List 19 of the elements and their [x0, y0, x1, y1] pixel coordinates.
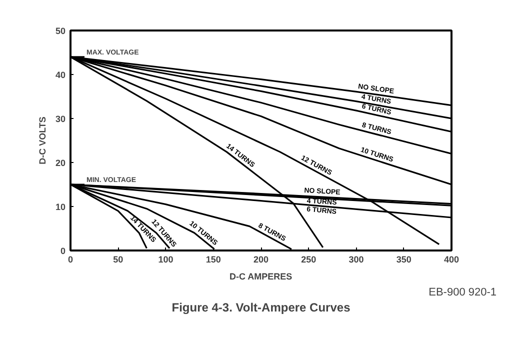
caption: Figure 4-3. Volt-Ampere Curves [172, 300, 351, 314]
y-tick-label: 20 [55, 158, 66, 168]
y-tick-label: 30 [55, 114, 66, 124]
x-tick-label: 100 [158, 254, 174, 264]
x-tick-label: 150 [206, 254, 221, 264]
x-tick-label: 350 [396, 254, 412, 264]
x-tick-label: 50 [113, 254, 124, 264]
y-tick-label: 10 [55, 202, 66, 212]
x-tick-label: 250 [301, 254, 316, 264]
y-tick-label: 40 [55, 70, 66, 80]
x-tick-label: 200 [253, 254, 269, 264]
y-tick-label: 50 [55, 26, 66, 36]
text: EB-900 920-1 [428, 286, 497, 298]
x-tick-label: 0 [68, 254, 74, 264]
x-axis-title: D-C AMPERES [230, 272, 292, 282]
y-axis-title: D-C VOLTS [37, 116, 48, 164]
x-tick-label: 300 [348, 254, 364, 264]
y-tick-label: 0 [60, 246, 66, 256]
x-tick-label: 400 [444, 254, 460, 264]
